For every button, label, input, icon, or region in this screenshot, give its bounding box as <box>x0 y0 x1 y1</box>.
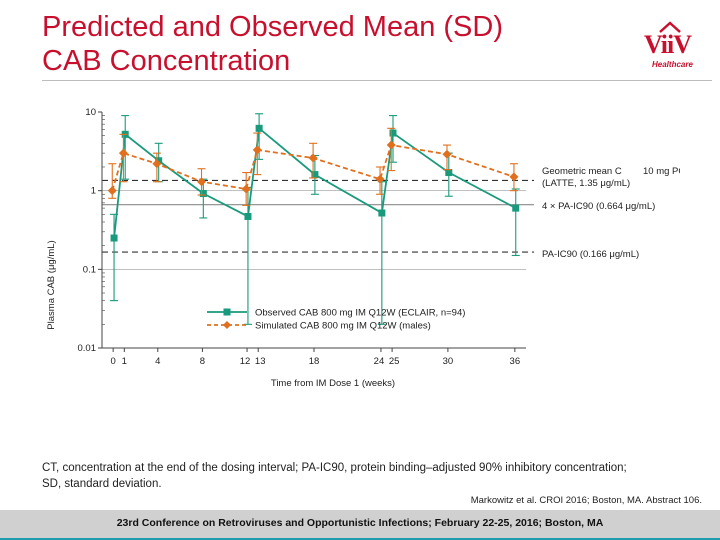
data-point <box>252 145 262 155</box>
x-tick-label: 18 <box>309 356 320 367</box>
slide-title: Predicted and Observed Mean (SD) CAB Con… <box>42 10 602 78</box>
chart-series <box>107 113 520 325</box>
data-point <box>442 149 452 159</box>
footnote: CT, concentration at the end of the dosi… <box>42 460 682 492</box>
x-tick-label: 36 <box>510 356 521 367</box>
x-tick-label: 30 <box>443 356 454 367</box>
chart-labels: Plasma CAB (μg/mL) Time from IM Dose 1 (… <box>46 166 680 389</box>
legend-observed-marker <box>223 308 231 316</box>
data-point <box>512 204 520 212</box>
data-point <box>241 184 251 194</box>
ref-label-geomean-line3: (LATTE, 1.35 μg/mL) <box>542 178 630 189</box>
chart-legend: Observed CAB 800 mg IM Q12W (ECLAIR, n=9… <box>207 308 465 332</box>
viiv-logo: ViiV Healthcare <box>640 20 710 70</box>
footnote-line1: CT, concentration at the end of the dosi… <box>42 462 627 474</box>
x-tick-label: 24 <box>374 356 385 367</box>
data-point <box>199 190 207 198</box>
x-tick-label: 1 <box>122 356 127 367</box>
legend-simulated-label: Simulated CAB 800 mg IM Q12W (males) <box>255 321 431 332</box>
data-point <box>255 124 263 132</box>
data-point <box>152 159 162 169</box>
data-point <box>155 157 163 165</box>
data-point <box>386 140 396 150</box>
x-tick-label: 12 <box>240 356 251 367</box>
data-point <box>509 172 519 182</box>
series-simulated <box>107 127 519 206</box>
data-point <box>308 153 318 163</box>
footnote-line2: SD, standard deviation. <box>42 478 162 490</box>
y-tick-label: 0.01 <box>78 343 97 354</box>
data-point <box>244 212 252 220</box>
legend-observed-label: Observed CAB 800 mg IM Q12W (ECLAIR, n=9… <box>255 308 465 319</box>
y-tick-label: 1 <box>91 186 96 197</box>
data-point <box>375 174 385 184</box>
series-observed <box>110 113 520 325</box>
ref-label-geomean-line2: 10 mg PO QD <box>643 166 680 177</box>
data-point <box>118 148 128 158</box>
x-tick-label: 13 <box>255 356 266 367</box>
data-point <box>197 177 207 187</box>
ref-label-geomean-line1: Geometric mean C <box>542 166 622 177</box>
title-divider <box>42 80 712 81</box>
ref-label-pa-ic90: PA-IC90 (0.166 μg/mL) <box>542 249 639 260</box>
chart-gridlines <box>102 190 526 270</box>
logo-swoosh-icon <box>659 21 681 33</box>
y-tick-label: 10 <box>85 107 96 118</box>
citation: Markowitz et al. CROI 2016; Boston, MA. … <box>470 495 702 506</box>
slide-title-line2: CAB Concentration <box>42 45 291 77</box>
x-tick-label: 25 <box>389 356 400 367</box>
legend-simulated-marker <box>223 321 231 329</box>
data-point <box>378 209 386 217</box>
x-tick-label: 4 <box>155 356 160 367</box>
x-axis-label: Time from IM Dose 1 (weeks) <box>271 378 395 389</box>
x-tick-label: 8 <box>200 356 205 367</box>
logo-subtitle: Healthcare <box>652 60 693 69</box>
x-tick-label: 0 <box>111 356 116 367</box>
footer-text: 23rd Conference on Retroviruses and Oppo… <box>116 517 604 529</box>
reference-lines <box>102 179 534 253</box>
logo-word: ViiV <box>644 30 692 59</box>
y-axis-label: Plasma CAB (μg/mL) <box>46 240 57 329</box>
data-point <box>110 234 118 242</box>
y-tick-label: 0.1 <box>83 264 96 275</box>
data-point <box>389 129 397 137</box>
data-point <box>445 169 453 177</box>
slide-title-line1: Predicted and Observed Mean (SD) <box>42 11 503 43</box>
data-point <box>107 186 117 196</box>
data-point <box>311 171 319 179</box>
conference-footer: 23rd Conference on Retroviruses and Oppo… <box>0 510 720 540</box>
ref-label-4x-pa-ic90: 4 × PA-IC90 (0.664 μg/mL) <box>542 201 655 212</box>
